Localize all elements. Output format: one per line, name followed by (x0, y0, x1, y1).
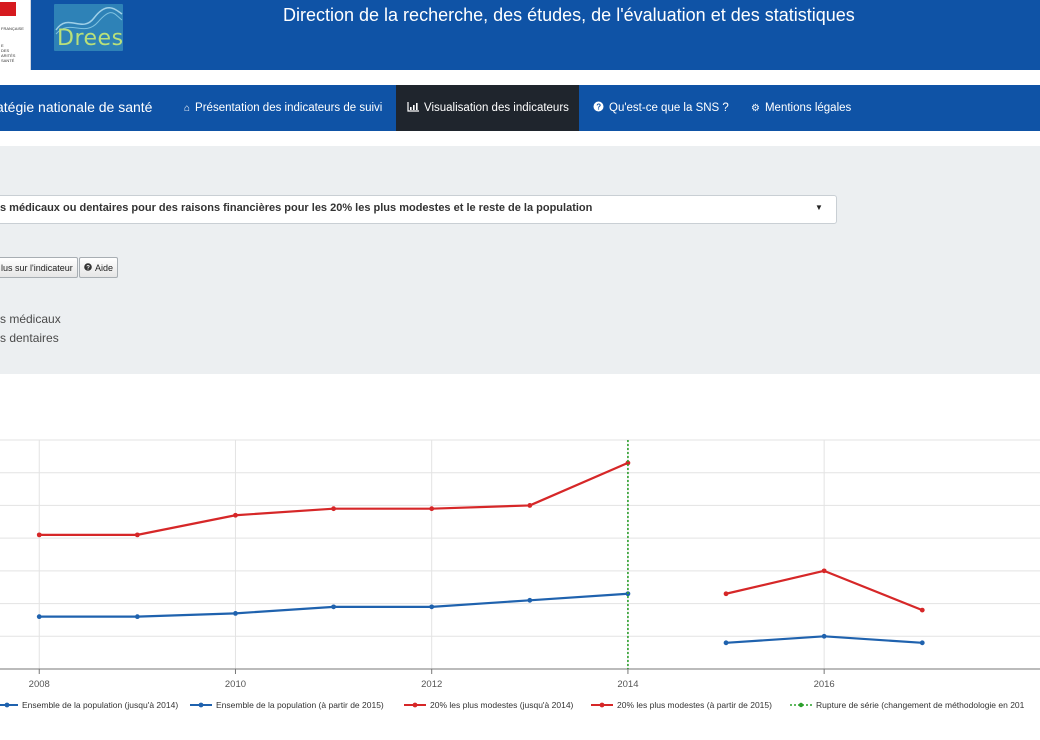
data-point (134, 614, 140, 620)
x-tick-label: 2010 (225, 679, 246, 690)
legend-label: 20% les plus modestes (à partir de 2015) (617, 700, 772, 710)
legend-swatch (190, 702, 212, 708)
data-point (527, 503, 533, 508)
legend-swatch (591, 702, 613, 708)
indicator-line-chart: 2008 2010 2012 2014 2016 (0, 439, 1040, 690)
legend-label: 20% les plus modestes (jusqu'à 2014) (430, 700, 574, 710)
more-info-button[interactable]: lus sur l'indicateur (0, 257, 78, 278)
drees-logo-wave-icon (55, 7, 123, 35)
gov-logo-line-3: DES (1, 48, 10, 53)
data-point (36, 532, 42, 538)
data-point (233, 512, 238, 518)
gov-logo-line-5: SANTÉ (1, 58, 15, 63)
gov-logo-line-4: ARITÉS (1, 53, 16, 58)
x-tick-label: 2014 (617, 679, 638, 690)
legend-swatch (404, 702, 426, 708)
data-point (233, 610, 238, 616)
nav-item-mentions[interactable]: ⚙ Mentions légales (740, 85, 862, 131)
question-circle-icon: ? (593, 101, 604, 115)
data-point (625, 460, 631, 466)
x-tick-label: 2008 (29, 679, 50, 690)
chevron-down-icon[interactable]: ▼ (815, 203, 823, 212)
nav-item-label: Qu'est-ce que la SNS ? (609, 102, 729, 114)
site-header: FRANÇAISE E DES ARITÉS SANTÉ Drees Direc… (0, 0, 1040, 70)
gears-icon: ⚙ (751, 102, 760, 114)
nav-item-label: Présentation des indicateurs de suivi (195, 102, 383, 114)
nav-item-label: Visualisation des indicateurs (424, 102, 569, 114)
legend-swatch (790, 702, 812, 708)
legend-label: Ensemble de la population (à partir de 2… (216, 700, 384, 710)
home-icon: ⌂ (184, 102, 191, 114)
legend-item[interactable]: Rupture de série (changement de méthodol… (790, 696, 1024, 714)
data-point (527, 597, 533, 603)
gov-logo-line-2: E (1, 43, 4, 48)
republique-francaise-logo[interactable]: FRANÇAISE E DES ARITÉS SANTÉ (0, 0, 31, 70)
bar-chart-icon (407, 101, 419, 115)
indicator-select[interactable] (0, 195, 837, 224)
nav-item-label: Mentions légales (764, 102, 852, 114)
option-dentaires[interactable]: s dentaires (0, 331, 59, 345)
legend-item[interactable]: Ensemble de la population (jusqu'à 2014) (0, 696, 178, 714)
svg-text:?: ? (86, 265, 90, 271)
data-point (429, 604, 435, 610)
data-point (723, 640, 729, 646)
data-point (723, 591, 729, 597)
legend-label: Ensemble de la population (jusqu'à 2014) (22, 700, 179, 710)
gov-logo-line-1: FRANÇAISE (1, 26, 24, 31)
help-button-label: Aide (95, 262, 114, 273)
header-title: Direction de la recherche, des études, d… (283, 5, 855, 25)
nav-item-sns[interactable]: ? Qu'est-ce que la SNS ? (582, 85, 740, 131)
option-medicaux[interactable]: s médicaux (0, 312, 61, 326)
legend-item[interactable]: Ensemble de la population (à partir de 2… (190, 696, 384, 714)
legend-item[interactable]: 20% les plus modestes (jusqu'à 2014) (404, 696, 573, 714)
nav-item-visualisation[interactable]: Visualisation des indicateurs (396, 85, 579, 131)
series-line-2 (39, 461, 629, 536)
data-point (821, 633, 827, 639)
data-point (331, 506, 336, 512)
svg-text:?: ? (596, 103, 601, 112)
nav-brand[interactable]: atégie nationale de santé (0, 99, 153, 115)
marianne-mark-icon (0, 2, 16, 16)
data-point (331, 604, 336, 610)
legend-label: Rupture de série (changement de méthodol… (816, 700, 1025, 710)
more-info-button-label: lus sur l'indicateur (1, 262, 73, 273)
header-gap (0, 70, 1040, 85)
x-tick-label: 2012 (421, 679, 442, 690)
data-point (36, 614, 42, 620)
drees-logo[interactable]: Drees (54, 4, 123, 51)
data-point (821, 568, 827, 574)
x-tick-label: 2016 (814, 679, 835, 690)
question-circle-icon: ? (84, 262, 92, 273)
indicator-select-value: s médicaux ou dentaires pour des raisons… (0, 202, 593, 214)
chart-legend: Ensemble de la population (jusqu'à 2014)… (0, 696, 1040, 714)
main-navbar: atégie nationale de santé ⌂ Présentation… (0, 85, 1040, 131)
data-point (919, 607, 925, 613)
help-button[interactable]: ? Aide (79, 257, 119, 278)
data-point (919, 640, 925, 646)
data-point (429, 506, 435, 512)
nav-item-presentation[interactable]: ⌂ Présentation des indicateurs de suivi (173, 85, 393, 131)
data-point (134, 532, 140, 538)
filter-panel (0, 146, 1040, 374)
legend-swatch (0, 702, 18, 708)
legend-item[interactable]: 20% les plus modestes (à partir de 2015) (591, 696, 772, 714)
drees-logo-text: Drees (57, 26, 123, 51)
